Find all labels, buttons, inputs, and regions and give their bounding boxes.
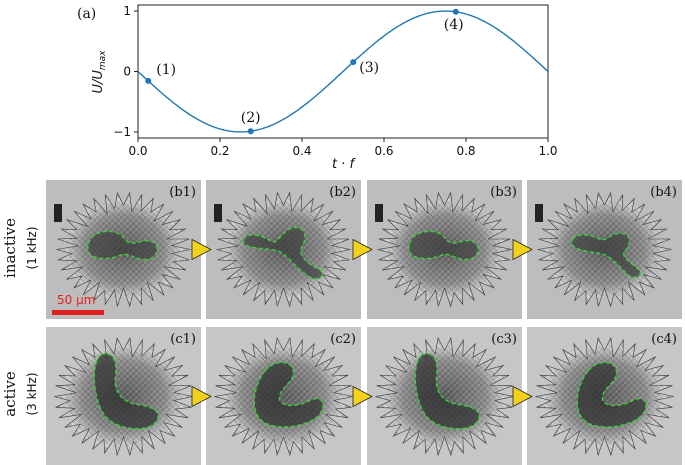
data-markers: (1) (2) (3) (4) xyxy=(145,8,464,135)
data-point-label: (2) xyxy=(241,110,261,126)
micrograph-panel: (c2) xyxy=(206,327,361,465)
data-point xyxy=(247,128,254,135)
outline-dashed xyxy=(242,226,324,280)
micrograph-label: (b1) xyxy=(169,185,196,200)
micrograph-label: (c1) xyxy=(170,332,196,347)
chart: 0.0 0.2 0.4 0.6 0.8 1.0 −1 0 1 (1) (2) (3) (4) t ·… xyxy=(91,4,558,172)
sequence-arrow xyxy=(352,385,373,408)
outline-dashed xyxy=(570,232,641,279)
x-axis-ticks: 0.0 0.2 0.4 0.6 0.8 1.0 xyxy=(128,138,558,158)
outline-dashed xyxy=(414,353,480,430)
data-point xyxy=(350,59,357,66)
y-axis-title-sub: max xyxy=(98,50,108,70)
outline-dashed xyxy=(253,361,324,428)
row-sublabel-inactive: (1 kHz) xyxy=(25,226,39,269)
micrograph-panel: (b3) xyxy=(367,180,522,319)
y-axis-title: U/Umax xyxy=(91,50,108,94)
x-tick-label: 0.2 xyxy=(210,144,229,158)
micrograph-label: (c4) xyxy=(651,332,677,347)
crystal-texture xyxy=(54,337,193,456)
x-tick-label: 0.0 xyxy=(128,144,147,158)
x-tick-label: 0.6 xyxy=(374,144,393,158)
y-tick-label: −1 xyxy=(113,125,131,139)
micrograph-label: (b3) xyxy=(490,185,517,200)
y-axis-title-main: U/U xyxy=(91,70,106,94)
x-tick-label: 0.4 xyxy=(292,144,311,158)
data-point-label: (4) xyxy=(444,17,464,33)
x-tick-label: 1.0 xyxy=(538,144,557,158)
y-tick-label: 0 xyxy=(123,65,131,79)
data-point-label: (1) xyxy=(156,62,176,78)
sequence-arrow xyxy=(352,238,373,261)
scale-bar-label: 50 μm xyxy=(57,293,95,307)
data-point xyxy=(452,8,459,15)
micrograph-label: (c3) xyxy=(491,332,517,347)
sequence-arrow xyxy=(191,385,212,408)
sequence-arrow xyxy=(512,385,533,408)
y-tick-label: 1 xyxy=(123,4,131,18)
panel-a-label: (a) xyxy=(77,6,96,22)
scale-bar xyxy=(52,310,104,315)
micrograph-label: (b4) xyxy=(650,185,677,200)
micrograph-panel: (c4) xyxy=(527,327,682,465)
particle xyxy=(54,204,62,222)
x-axis-title: t · f xyxy=(332,157,356,172)
particle xyxy=(214,204,222,222)
micrograph-panel: (c3) xyxy=(367,327,522,465)
sequence-arrow xyxy=(512,238,533,261)
outline-dashed xyxy=(576,361,647,428)
y-axis-ticks: −1 0 1 xyxy=(113,4,138,139)
micrograph-label: (b2) xyxy=(329,185,356,200)
outline-dashed xyxy=(93,353,159,430)
outline-dashed xyxy=(408,230,479,261)
crystal-texture xyxy=(375,337,514,456)
micrograph-panel: (b4) xyxy=(527,180,682,319)
crystal-texture xyxy=(214,337,353,456)
outline-dashed xyxy=(87,230,158,261)
particle xyxy=(535,204,543,222)
micrograph-label: (c2) xyxy=(330,332,356,347)
row-sublabel-active: (3 kHz) xyxy=(25,372,39,415)
crystal-texture xyxy=(535,337,674,456)
particle xyxy=(375,204,383,222)
image-grid: (b1) (b2) (b3) (b4) (c1) (c2) (c3) (c4) xyxy=(46,180,682,465)
data-point-label: (3) xyxy=(359,60,379,76)
micrograph-panel: (b2) xyxy=(206,180,361,319)
sequence-arrow xyxy=(191,238,212,261)
micrograph-panel: (c1) xyxy=(46,327,201,465)
micrograph-panel: (b1) xyxy=(46,180,201,319)
row-label-active: active xyxy=(1,371,19,417)
x-tick-label: 0.8 xyxy=(456,144,475,158)
row-label-inactive: inactive xyxy=(1,218,19,278)
data-point xyxy=(145,77,152,84)
series-line xyxy=(137,10,549,133)
